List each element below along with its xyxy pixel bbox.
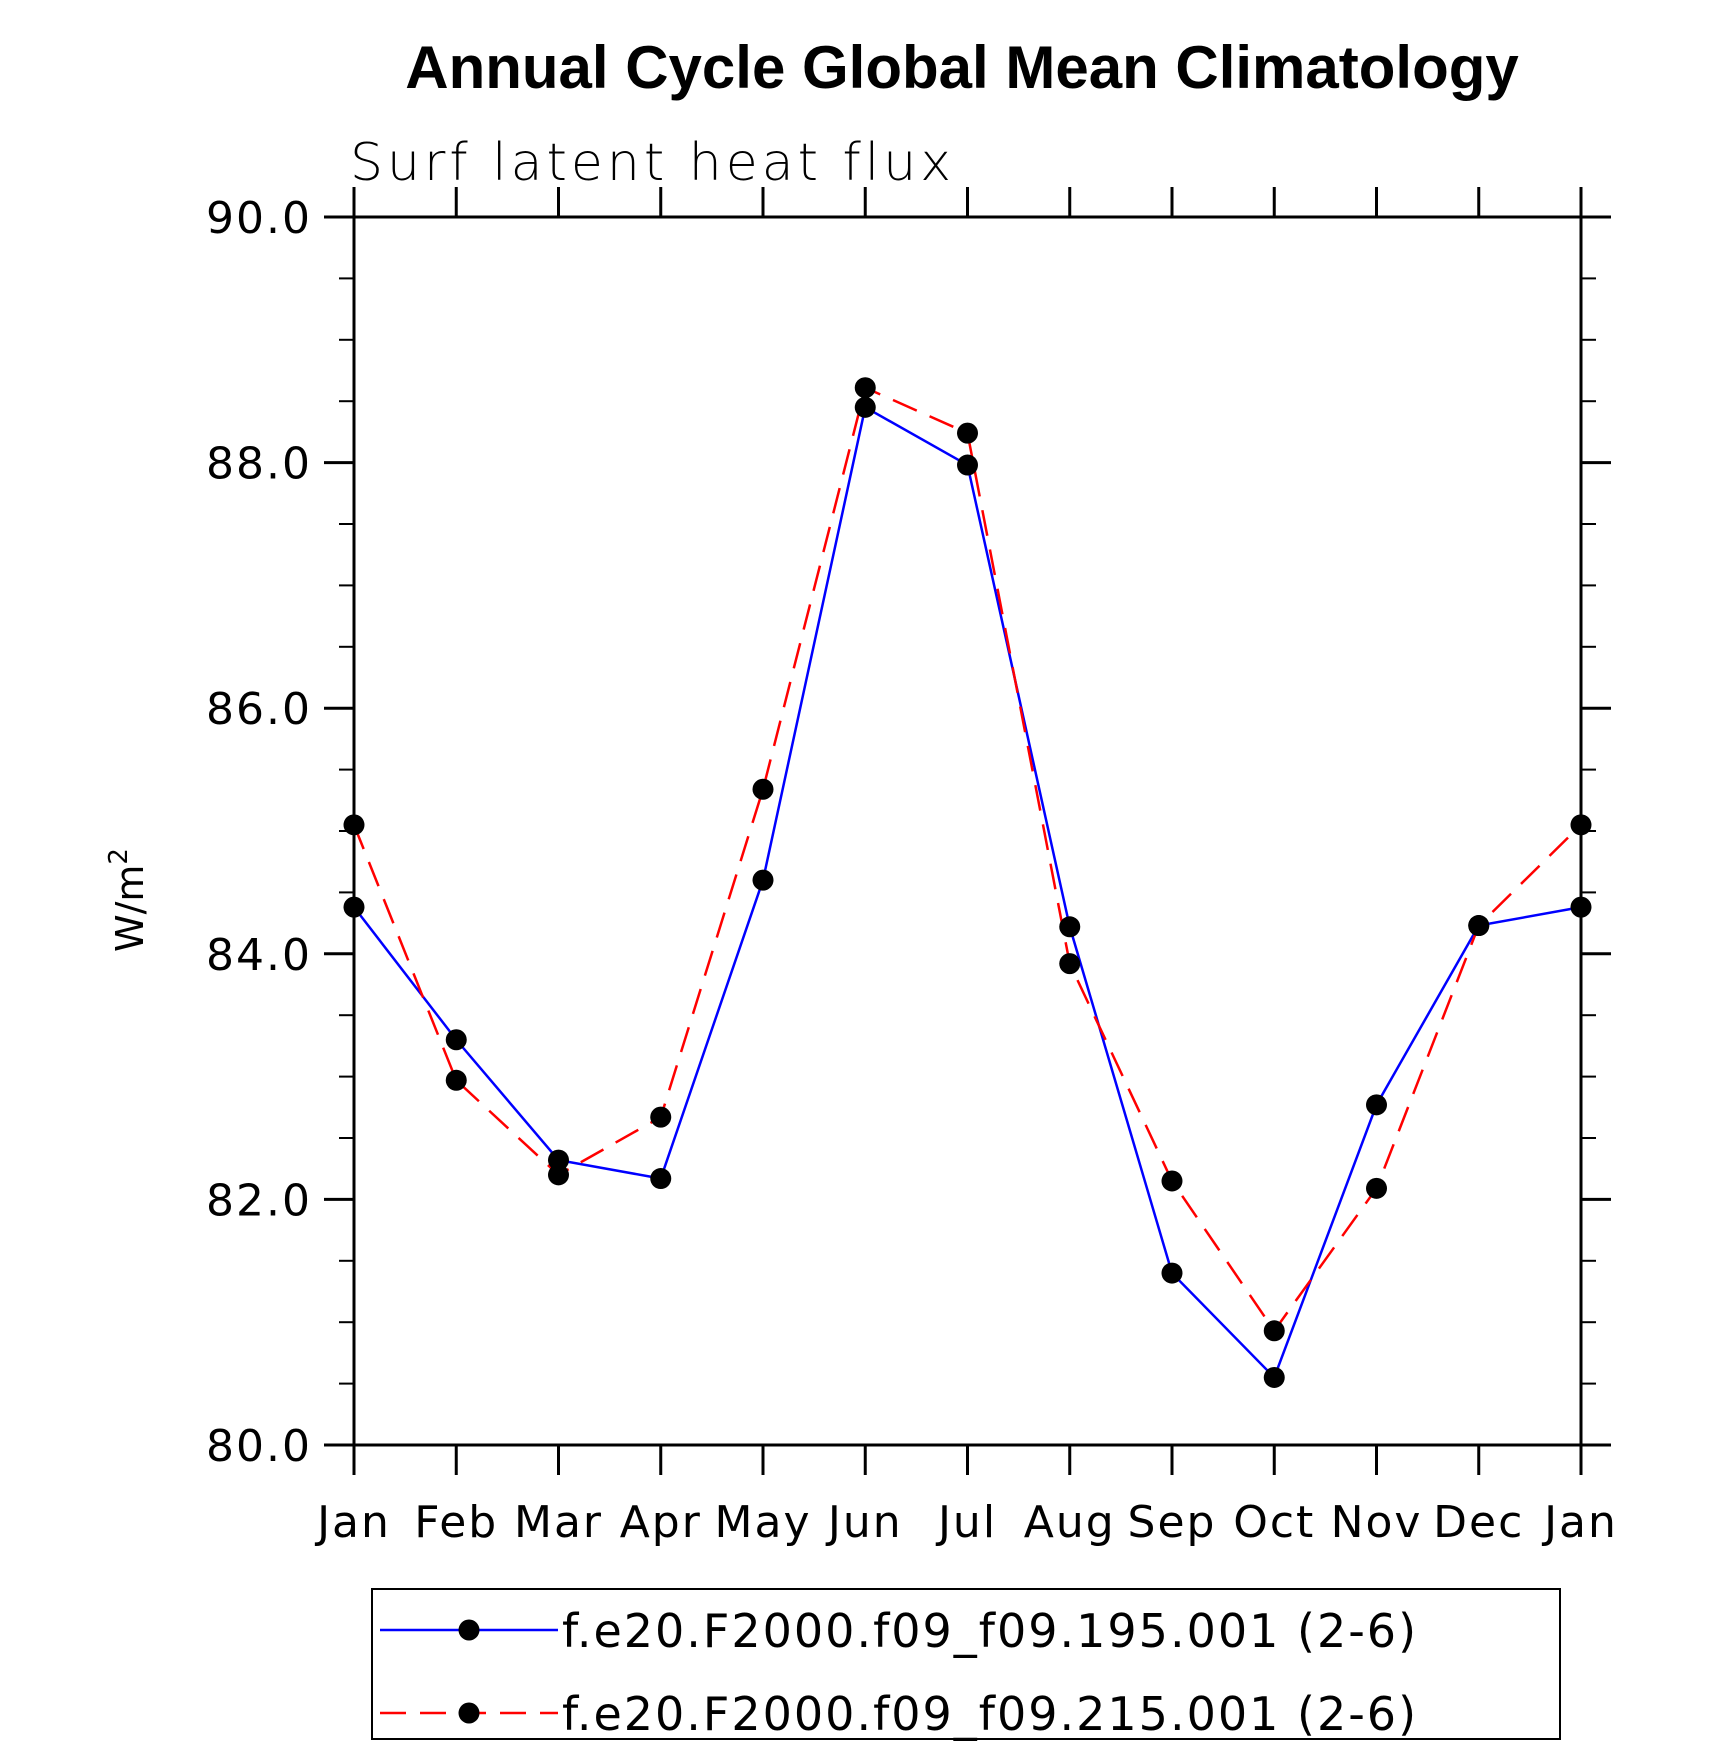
series-2-point <box>445 1069 467 1091</box>
series-2-point <box>854 377 876 399</box>
legend-label-1: f.e20.F2000.f09_f09.195.001 (2-6) <box>562 1604 1418 1658</box>
x-tick-label: Oct <box>1233 1497 1315 1548</box>
series-2-point <box>1570 814 1592 836</box>
x-tick-label: Jan <box>314 1497 391 1548</box>
x-tick-label: Feb <box>414 1497 498 1548</box>
x-tick-label: Dec <box>1433 1497 1524 1548</box>
series-1-point <box>1263 1366 1285 1388</box>
series-1-point <box>445 1029 467 1051</box>
series-2-point <box>1161 1170 1183 1192</box>
legend: f.e20.F2000.f09_f09.195.001 (2-6) f.e20.F… <box>371 1588 1561 1741</box>
y-axis-label-superscript: 2 <box>104 848 134 865</box>
y-tick-label: 90.0 <box>206 193 312 244</box>
series-line-1 <box>353 405 1582 1380</box>
series-1-point <box>854 396 876 418</box>
series-1-point <box>650 1168 672 1190</box>
series-1-point <box>1570 896 1592 918</box>
series-1-point <box>1059 916 1081 938</box>
x-tick-label: Jul <box>935 1497 997 1548</box>
series-1-point <box>752 869 774 891</box>
series-2-point <box>1366 1177 1387 1199</box>
series-1-point <box>1161 1262 1183 1284</box>
plot-frame <box>352 215 1583 1447</box>
y-tick-label: 82.0 <box>206 1175 312 1226</box>
x-tick-label: Jun <box>825 1497 903 1548</box>
chart-title: Annual Cycle Global Mean Climatology <box>405 34 1519 101</box>
legend-frame <box>371 1588 1561 1740</box>
series-line-2 <box>352 385 1582 1333</box>
series-2-point <box>752 778 774 800</box>
series-1-point <box>1366 1094 1387 1116</box>
series-1-point <box>957 454 978 476</box>
legend-marker-1 <box>458 1619 480 1641</box>
series-2-point <box>1468 915 1490 937</box>
x-tick-label: Nov <box>1331 1497 1423 1548</box>
legend-label-2: f.e20.F2000.f09_f09.215.001 (2-6) <box>562 1687 1418 1741</box>
y-tick-label: 84.0 <box>206 930 312 981</box>
series-2-point <box>1059 953 1081 975</box>
series-2-point <box>343 814 365 836</box>
x-tick-label: Jan <box>1541 1497 1618 1548</box>
x-tick-label: Sep <box>1128 1497 1217 1548</box>
series-layer <box>343 377 1592 1388</box>
series-2-point <box>957 422 978 444</box>
y-tick-label: 88.0 <box>206 439 312 490</box>
y-axis-label: W/m2 <box>104 848 152 952</box>
x-tick-label: Aug <box>1024 1497 1116 1548</box>
series-1-point <box>548 1149 569 1171</box>
axes: Jan Feb Mar Apr May Jun Jul Aug Sep Oct Nov Dec Jan8… <box>206 187 1618 1548</box>
series-1-point <box>343 896 365 918</box>
y-tick-label: 86.0 <box>206 684 312 735</box>
series-2-point <box>1263 1320 1285 1342</box>
chart-subtitle: Surf latent heat flux <box>350 133 955 193</box>
x-tick-label: Apr <box>620 1497 702 1548</box>
x-tick-label: Mar <box>514 1497 603 1548</box>
series-2-point <box>650 1106 672 1128</box>
x-tick-label: May <box>715 1497 812 1548</box>
y-tick-label: 80.0 <box>206 1421 312 1472</box>
series-2-point <box>548 1164 569 1186</box>
legend-marker-2 <box>458 1702 480 1724</box>
